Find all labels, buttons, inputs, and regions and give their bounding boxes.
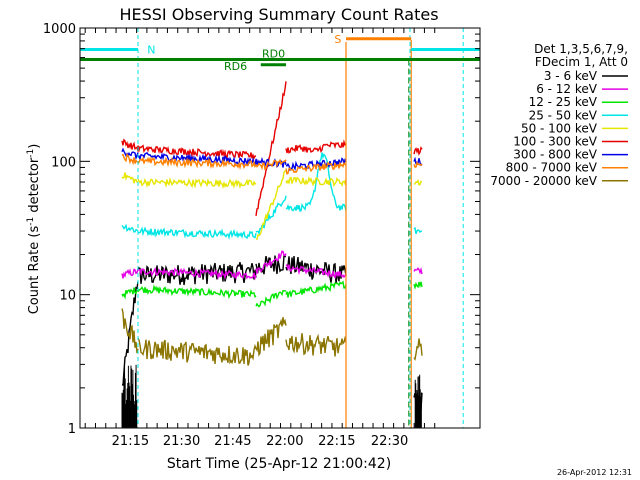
series-segment xyxy=(121,308,139,354)
series-trace-2 xyxy=(121,280,423,308)
series-segment xyxy=(137,226,257,241)
legend-label: 800 - 7000 keV xyxy=(506,161,598,175)
y-axis-label-sup2: -1 xyxy=(26,149,36,158)
series-segment xyxy=(137,337,257,366)
series-segment xyxy=(255,250,287,274)
series-segment xyxy=(121,138,139,152)
series-trace-1 xyxy=(121,250,423,281)
series-segment xyxy=(255,158,287,171)
series-segment xyxy=(413,338,423,361)
series-segment xyxy=(255,195,287,235)
series-segment xyxy=(285,333,347,357)
series-trace-4 xyxy=(121,170,423,241)
y-axis-label-mid: detector xyxy=(27,157,42,217)
x-axis-label: Start Time (25-Apr-12 21:00:42) xyxy=(167,456,391,472)
series-segment xyxy=(137,144,257,160)
series-segment xyxy=(285,152,347,212)
x-axis-ticks: 21:15 21:30 21:45 22:00 22:15 22:30 xyxy=(84,28,436,449)
x-tick-label: 22:30 xyxy=(371,434,408,449)
y-axis-label-main: Count Rate (s xyxy=(27,226,42,315)
series-trace-5 xyxy=(121,81,423,216)
series-segment xyxy=(121,172,139,184)
legend-label: 25 - 50 keV xyxy=(529,108,598,122)
series-segment xyxy=(121,268,139,279)
series-segment xyxy=(413,281,423,290)
series-segment xyxy=(413,266,423,275)
legend-label: 12 - 25 keV xyxy=(529,95,598,109)
series-segment xyxy=(413,226,423,235)
series-segment xyxy=(285,280,347,298)
series-trace-8 xyxy=(121,308,423,366)
legend-label: 3 - 6 keV xyxy=(544,69,598,83)
legend-label: 300 - 800 keV xyxy=(513,148,597,162)
legend-label: 100 - 300 keV xyxy=(513,135,597,149)
series-segment xyxy=(255,81,287,216)
legend-label: 6 - 12 keV xyxy=(536,82,598,96)
series-segment xyxy=(121,153,139,166)
plot-frame xyxy=(79,27,481,429)
saa-flag-label: S xyxy=(334,33,341,46)
series-segment xyxy=(137,176,257,190)
rd0-flag-label: RD0 xyxy=(262,48,285,61)
x-tick-label: 21:30 xyxy=(163,434,200,449)
series-segment xyxy=(137,156,257,171)
series-segment xyxy=(255,317,287,357)
series-segment xyxy=(121,281,139,386)
low-count-bars xyxy=(121,364,422,428)
series-segment xyxy=(121,223,139,233)
night-flag-label: N xyxy=(147,43,155,56)
legend-label: 50 - 100 keV xyxy=(521,121,598,135)
series-segment xyxy=(255,289,287,308)
y-axis-ticks: 1 10 100 1000 xyxy=(43,22,480,437)
series-segment xyxy=(285,161,347,175)
series-segment xyxy=(285,175,347,188)
series-segment xyxy=(285,139,347,154)
legend-header-line-2: FDecim 1, Att 0 xyxy=(535,55,628,69)
y-tick-label: 1000 xyxy=(43,22,76,37)
series-segment xyxy=(413,160,423,168)
series-segment xyxy=(413,146,423,156)
legend: Det 1,3,5,6,7,9, FDecim 1, Att 0 3 - 6 k… xyxy=(490,42,628,188)
series-trace-7 xyxy=(121,153,423,175)
plot-timestamp: 26-Apr-2012 12:31 xyxy=(557,468,632,477)
y-axis-label-sup1: -1 xyxy=(26,217,36,226)
x-tick-label: 22:15 xyxy=(318,434,355,449)
series-segment xyxy=(137,284,257,300)
series-segment xyxy=(255,254,286,275)
series-segment xyxy=(137,266,257,281)
series-trace-3 xyxy=(121,152,423,241)
y-axis-label: Count Rate (s-1 detector-1) xyxy=(26,144,42,315)
flag-bars: N S RD0 RD6 xyxy=(80,33,480,73)
rd6-flag-label: RD6 xyxy=(224,60,247,73)
y-tick-label: 10 xyxy=(59,289,76,304)
legend-label: 7000 - 20000 keV xyxy=(490,174,597,188)
y-tick-label: 1 xyxy=(68,422,76,437)
legend-header-line-1: Det 1,3,5,6,7,9, xyxy=(534,42,628,56)
series-segment xyxy=(413,178,423,186)
series-segment xyxy=(285,264,347,279)
x-tick-label: 22:00 xyxy=(266,434,303,449)
y-tick-label: 100 xyxy=(51,155,76,170)
x-tick-label: 21:15 xyxy=(112,434,149,449)
x-tick-label: 21:45 xyxy=(214,434,251,449)
y-axis-label-end: ) xyxy=(27,144,42,149)
plot-area: N S RD0 RD6 1 10 100 1000 21:15 21:30 21:45 22:00 22… xyxy=(43,22,481,449)
series-segment xyxy=(137,151,257,167)
series-segment xyxy=(121,287,139,300)
series-segment xyxy=(255,170,287,241)
chart-title: HESSI Observing Summary Count Rates xyxy=(119,5,438,24)
series-segment xyxy=(121,147,139,161)
